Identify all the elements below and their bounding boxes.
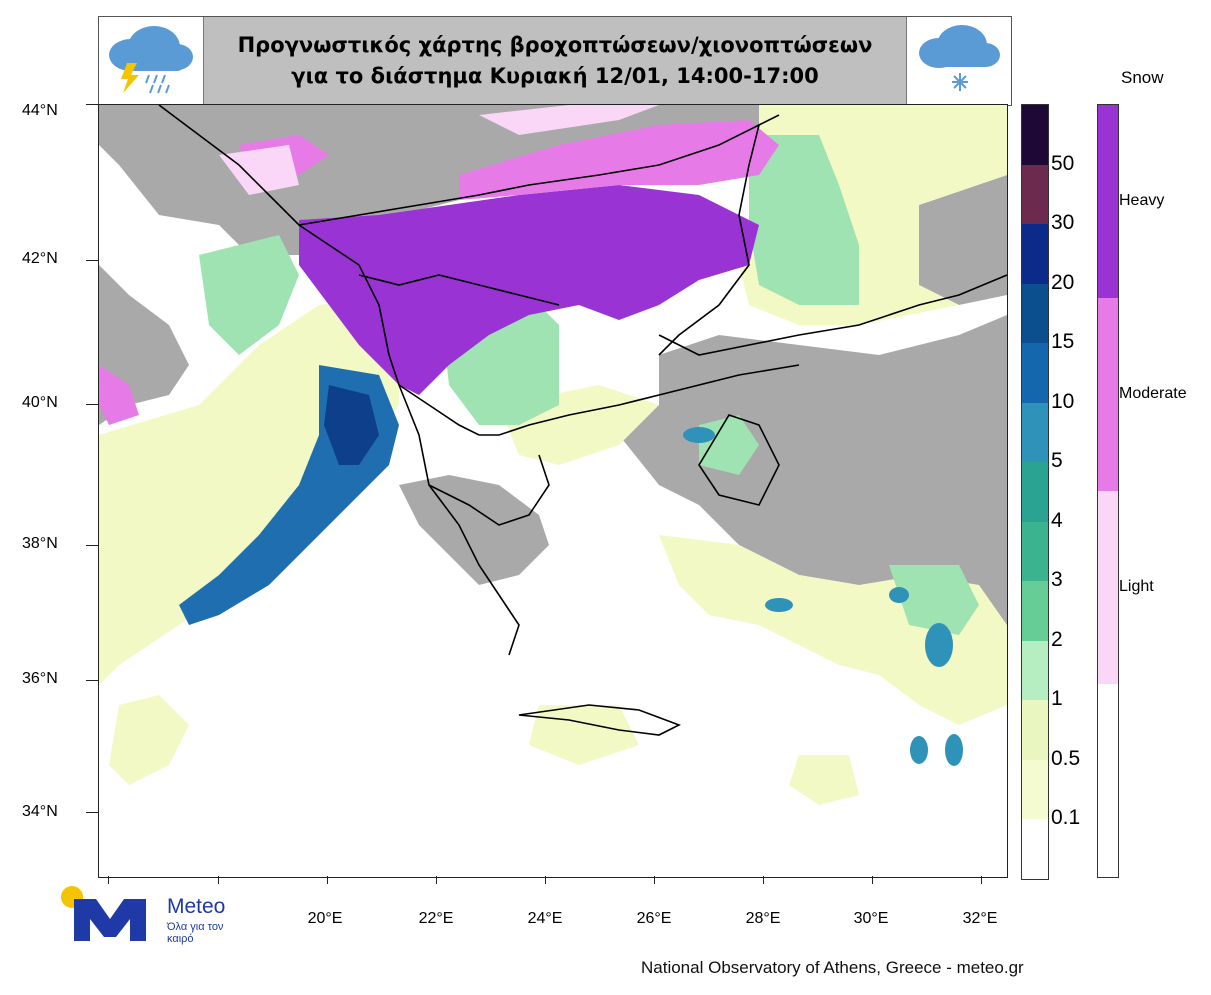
rain-scale-segment [1022, 640, 1048, 701]
source-credit: National Observatory of Athens, Greece -… [641, 958, 1024, 977]
lon-tick [218, 876, 219, 884]
lat-tick [86, 812, 98, 813]
lon-label: 22°E [418, 910, 454, 927]
snow-color-scale [1097, 104, 1119, 878]
lon-tick [545, 876, 546, 884]
rain-scale-segment [1022, 224, 1048, 284]
rain-scale-label: 20 [1051, 270, 1075, 294]
meteo-logo [61, 886, 146, 941]
lat-label: 42°N [22, 250, 58, 267]
lat-tick [86, 404, 98, 405]
lon-tick [327, 876, 328, 884]
precipitation-map [98, 104, 1008, 878]
rain-storm-icon [99, 17, 204, 105]
rain-scale-label: 0.1 [1051, 806, 1081, 830]
rain-scale-segment [1022, 521, 1048, 582]
rain-scale-segment [1022, 343, 1048, 403]
lon-label: 30°E [853, 910, 889, 927]
rain-scale-segment [1022, 462, 1048, 522]
snow-scale-segment [1098, 105, 1118, 298]
map-canvas [99, 105, 1007, 877]
lat-label: 34°N [22, 803, 58, 820]
snow-scale-segment [1098, 491, 1118, 684]
rain-scale-label: 30 [1051, 211, 1075, 235]
rain-scale-label: 5 [1051, 449, 1063, 473]
lon-label: 24°E [527, 910, 563, 927]
rain-scale-segment [1022, 581, 1048, 641]
lon-tick [981, 876, 982, 884]
rain-scale-segment [1022, 819, 1048, 879]
logo-name: Meteo [167, 895, 226, 918]
lat-tick [86, 260, 98, 261]
rain-scale-segment [1022, 283, 1048, 344]
rain-scale-label: 0.5 [1051, 746, 1081, 770]
lon-label: 26°E [636, 910, 672, 927]
rain-scale-segment [1022, 402, 1048, 463]
rain-scale-segment [1022, 759, 1048, 820]
rain-scale-segment [1022, 700, 1048, 760]
snow-legend-title: Snow [1121, 68, 1164, 87]
lon-label: 32°E [962, 910, 998, 927]
lat-tick [86, 104, 98, 105]
rain-very-heavy-area [324, 385, 379, 465]
map-title: Προγνωστικός χάρτης βροχοπτώσεων/χιονοπτ… [204, 17, 906, 105]
rain-scale-label: 10 [1051, 389, 1075, 413]
lon-tick [654, 876, 655, 884]
rain-color-scale [1021, 104, 1049, 880]
coastlines-borders [158, 105, 1007, 736]
lat-tick [86, 545, 98, 546]
snow-cloud-icon [906, 17, 1011, 105]
rain-scale-segment [1022, 164, 1048, 225]
rain-scale-segment [1022, 105, 1048, 165]
lon-tick [108, 876, 109, 884]
lat-label: 44°N [22, 102, 58, 119]
lat-label: 38°N [22, 535, 58, 552]
lat-tick [86, 680, 98, 681]
rain-scale-label: 50 [1051, 151, 1075, 175]
snow-scale-label: Heavy [1119, 191, 1165, 209]
snow-scale-segment [1098, 298, 1118, 491]
lat-label: 36°N [22, 670, 58, 687]
lat-label: 40°N [22, 394, 58, 411]
rain-scattered-cells [683, 427, 963, 766]
map-header: Προγνωστικός χάρτης βροχοπτώσεων/χιονοπτ… [98, 16, 1012, 106]
lon-tick [763, 876, 764, 884]
logo-tagline: Όλα για τον καιρό [167, 921, 224, 945]
lon-tick [436, 876, 437, 884]
rain-scale-label: 1 [1051, 687, 1063, 711]
rain-scale-label: 3 [1051, 568, 1063, 592]
rain-scale-label: 4 [1051, 508, 1063, 532]
lon-label: 28°E [745, 910, 781, 927]
snow-scale-segment [1098, 684, 1118, 877]
rain-scale-label: 2 [1051, 627, 1063, 651]
title-line-1: Προγνωστικός χάρτης βροχοπτώσεων/χιονοπτ… [237, 33, 873, 57]
snow-heavy-area [299, 185, 759, 395]
lon-tick [872, 876, 873, 884]
lon-label: 20°E [307, 910, 343, 927]
snow-light-area [219, 105, 659, 195]
title-line-2: για το διάστημα Κυριακή 12/01, 14:00-17:… [291, 64, 819, 88]
snow-scale-label: Moderate [1119, 384, 1187, 402]
rain-moderate-area [199, 135, 979, 635]
snow-scale-label: Light [1119, 577, 1154, 595]
rain-scale-label: 15 [1051, 330, 1075, 354]
